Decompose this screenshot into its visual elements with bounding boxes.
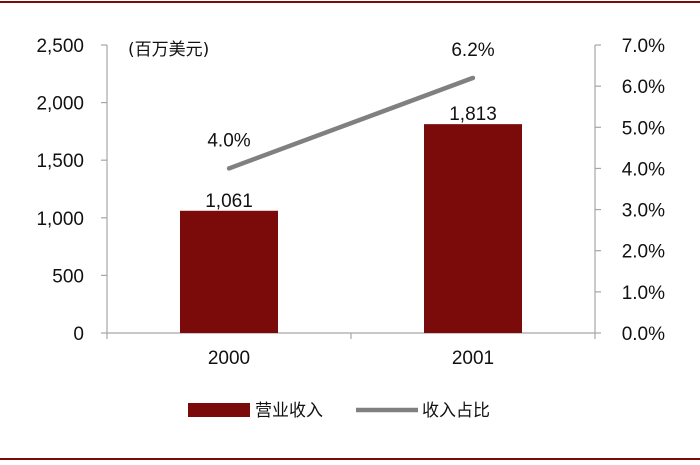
axes: 0 500 1,000 1,500 2,000 2,500 0.0% 1.0% 2.0% 3.0%… [36, 36, 665, 369]
left-y-tick-label: 2,000 [36, 94, 84, 115]
line-path [228, 75, 474, 171]
right-y-tick-label: 3.0% [622, 201, 665, 222]
right-y-tick-label: 5.0% [622, 118, 665, 139]
bar [180, 210, 278, 333]
left-y-tick-label: 1,000 [36, 209, 84, 230]
right-y-tick-label: 6.0% [622, 77, 665, 98]
bar [424, 124, 522, 334]
x-tick-label: 2001 [452, 348, 494, 369]
right-y-tick-label: 7.0% [622, 36, 665, 57]
line-value-label: 6.2% [451, 40, 494, 61]
line-point [226, 166, 232, 171]
legend-swatch-bar [188, 403, 250, 417]
left-y-tick-label: 500 [52, 266, 84, 287]
bar-series [180, 124, 522, 334]
bar-value-label: 1,061 [205, 191, 253, 212]
right-y-tick-label: 0.0% [622, 324, 665, 345]
x-tick-label: 2000 [208, 348, 250, 369]
right-y-tick-label: 2.0% [622, 242, 665, 263]
unit-label: (百万美元) [128, 40, 209, 60]
legend-label-line: 收入占比 [422, 401, 490, 421]
legend: 营业收入 收入占比 [188, 401, 490, 421]
line-point [470, 75, 476, 81]
data-labels: 1,061 1,813 4.0% 6.2% [205, 40, 497, 212]
right-y-tick-label: 1.0% [622, 283, 665, 304]
left-y-tick-label: 0 [73, 324, 84, 345]
line-series [226, 75, 476, 171]
left-y-tick-label: 1,500 [36, 151, 84, 172]
line-value-label: 4.0% [207, 130, 250, 151]
bar-value-label: 1,813 [449, 104, 497, 125]
right-y-tick-label: 4.0% [622, 159, 665, 180]
left-y-tick-label: 2,500 [36, 36, 84, 57]
legend-label-bar: 营业收入 [255, 401, 323, 421]
